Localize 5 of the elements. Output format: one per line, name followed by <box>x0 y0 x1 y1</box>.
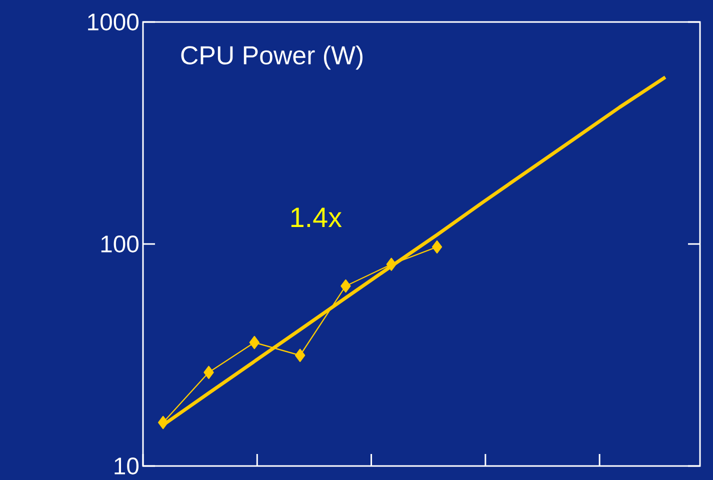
y-tick-label: 1000 <box>88 14 139 30</box>
text: CPU Power (W) <box>181 45 362 70</box>
y-tick-label: 100 <box>101 236 139 252</box>
y-tick-label: 10 <box>114 458 139 474</box>
annotation: 1.4x <box>291 208 342 227</box>
